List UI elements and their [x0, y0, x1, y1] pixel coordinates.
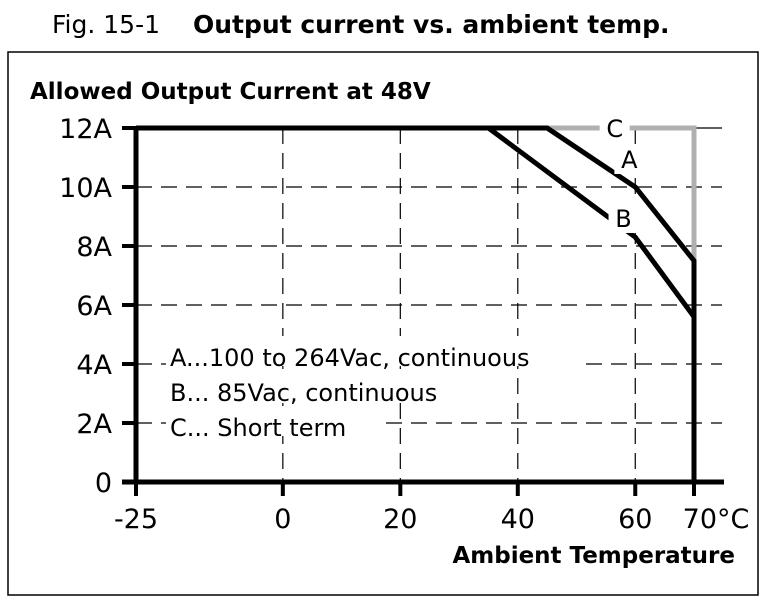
x-tick-label: 40	[501, 504, 535, 535]
x-tick-label: 0	[274, 504, 291, 535]
figure-number: Fig. 15-1	[52, 10, 160, 39]
y-tick-label: 2A	[76, 409, 112, 440]
y-axis-label: Allowed Output Current at 48V	[30, 79, 431, 105]
x-tick-label: -25	[114, 504, 158, 535]
series-label-bg	[614, 143, 645, 174]
x-axis-label: Ambient Temperature	[452, 543, 735, 569]
legend-entry-a: A...100 to 264Vac, continuous	[170, 344, 530, 372]
legend-entry-b: B... 85Vac, continuous	[170, 379, 437, 407]
series-a-line	[136, 125, 697, 482]
legend-bg	[166, 336, 578, 366]
legend-entry-c: C... Short term	[170, 414, 346, 442]
legend-bg	[166, 406, 379, 436]
y-tick-label: 4A	[76, 350, 112, 381]
y-tick-label: 12A	[59, 114, 112, 145]
y-tick-label: 8A	[76, 232, 112, 263]
x-tick-label: 60	[618, 504, 652, 535]
chart-frame	[7, 51, 759, 596]
figure-title: Output current vs. ambient temp.	[193, 10, 670, 39]
series-label-bg	[599, 113, 630, 143]
y-tick-label: 10A	[59, 173, 112, 204]
series-b-label: B	[615, 205, 631, 233]
series-c-label: C	[606, 115, 623, 143]
y-tick-label: 6A	[76, 291, 112, 322]
series-label-bg	[608, 202, 639, 233]
x-tick-label: 70°C	[683, 504, 750, 535]
series-c-line	[547, 125, 697, 261]
series-a-label: A	[621, 146, 638, 174]
legend-bg	[166, 371, 479, 401]
y-tick-label: 0	[95, 468, 112, 499]
x-tick-label: 20	[383, 504, 417, 535]
